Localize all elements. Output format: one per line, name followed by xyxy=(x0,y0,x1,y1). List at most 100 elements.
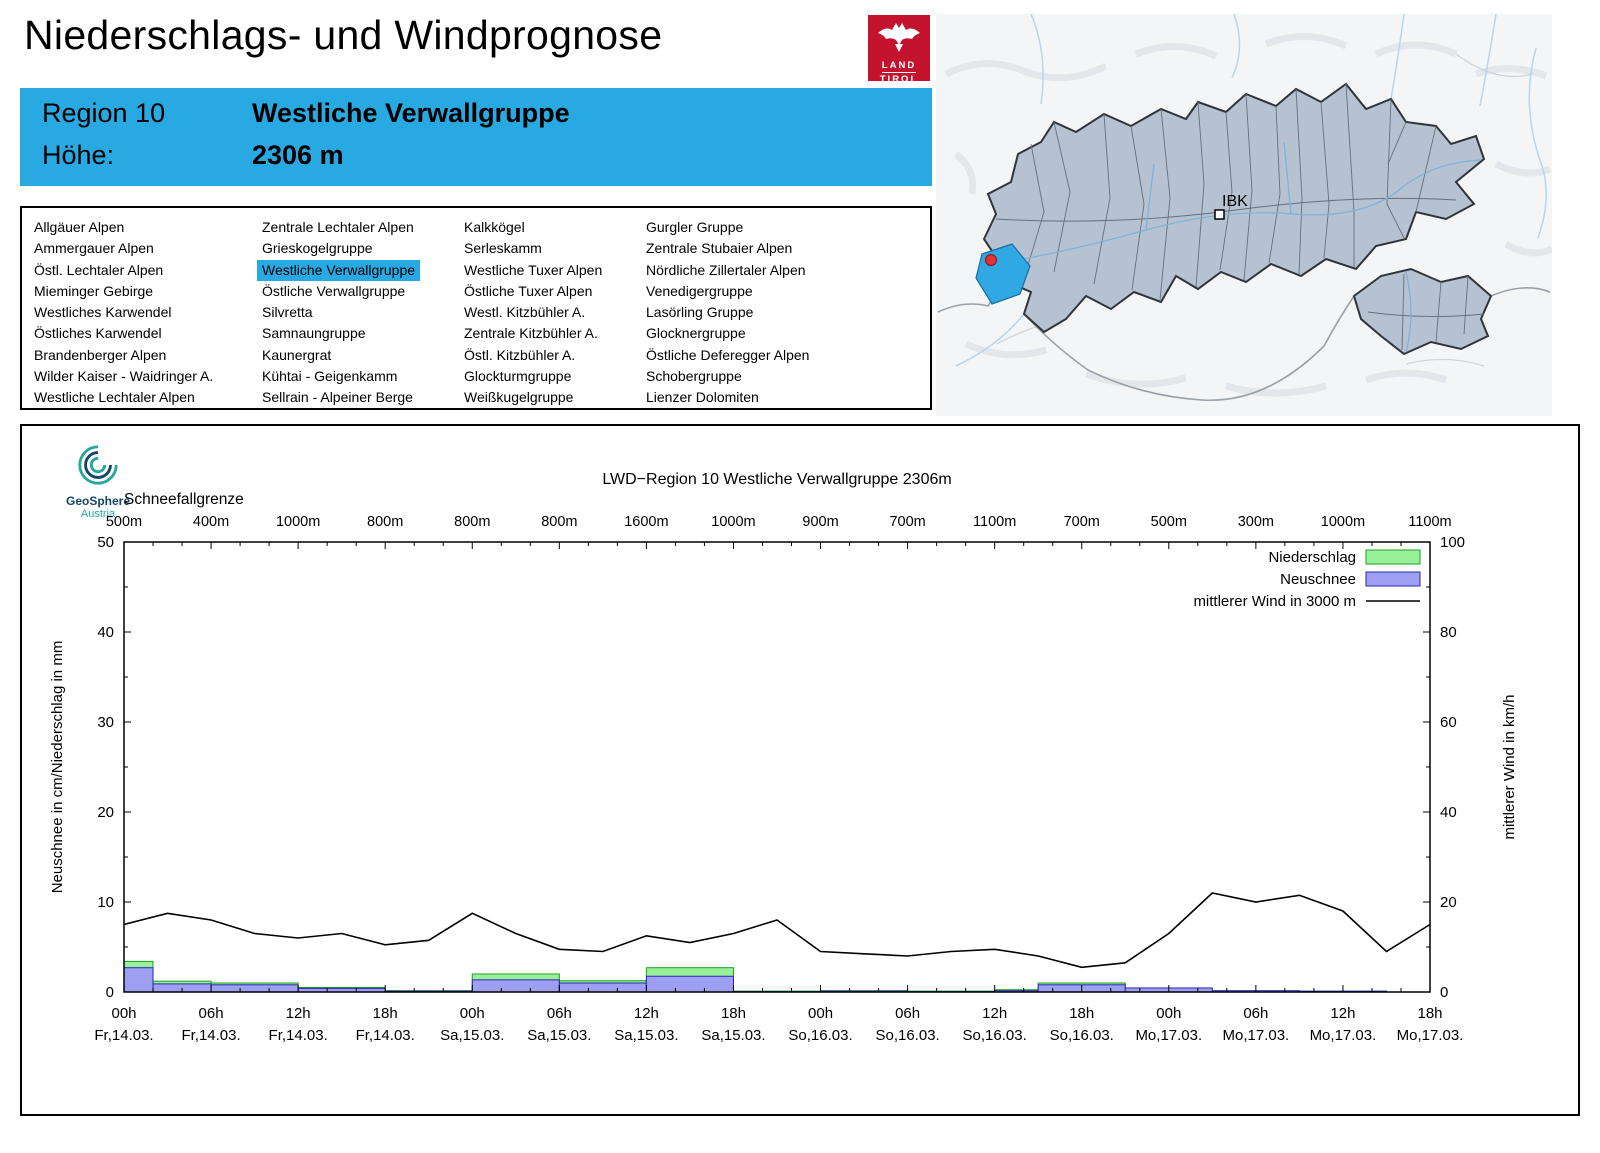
region-list-item[interactable]: Zentrale Stubaier Alpen xyxy=(646,240,793,257)
region-list-item[interactable]: Schobergruppe xyxy=(646,368,742,385)
svg-text:Mo,17.03.: Mo,17.03. xyxy=(1223,1027,1290,1044)
axis-ticks xyxy=(123,541,1431,993)
svg-text:40: 40 xyxy=(1440,804,1457,821)
legend-niederschlag-swatch xyxy=(1365,549,1421,565)
svg-text:So,16.03.: So,16.03. xyxy=(963,1027,1027,1044)
svg-text:700m: 700m xyxy=(1064,514,1100,530)
region-list-item[interactable]: Östl. Lechtaler Alpen xyxy=(34,261,164,278)
chart-title: LWD−Region 10 Westliche Verwallgruppe 23… xyxy=(602,471,951,488)
neuschnee-bars xyxy=(123,967,1387,993)
svg-text:50: 50 xyxy=(97,534,114,551)
svg-text:So,16.03.: So,16.03. xyxy=(875,1027,939,1044)
region-list-item[interactable]: Wilder Kaiser - Waidringer A. xyxy=(34,368,214,385)
region-list-item-selected[interactable]: Westliche Verwallgruppe xyxy=(257,259,421,281)
svg-text:10: 10 xyxy=(97,894,114,911)
land-tirol-logo-line1: LAND xyxy=(881,60,917,71)
svg-text:1100m: 1100m xyxy=(1408,514,1451,530)
region-list-item[interactable]: Samnaungruppe xyxy=(262,325,366,342)
svg-text:So,16.03.: So,16.03. xyxy=(788,1027,852,1044)
legend-wind-label: mittlerer Wind in 3000 m xyxy=(1193,593,1356,610)
svg-text:1000m: 1000m xyxy=(276,514,320,530)
region-list-item[interactable]: Östliche Deferegger Alpen xyxy=(646,346,810,363)
region-list-item[interactable]: Östl. Kitzbühler A. xyxy=(464,346,576,363)
region-list-item[interactable]: Östliches Karwendel xyxy=(34,325,162,342)
region-list-item[interactable]: Grieskogelgruppe xyxy=(262,240,373,257)
tirol-overview-map: IBK xyxy=(936,13,1554,416)
svg-text:80: 80 xyxy=(1440,624,1457,641)
region-list-item[interactable]: Brandenberger Alpen xyxy=(34,346,167,363)
region-list-item[interactable]: Lienzer Dolomiten xyxy=(646,389,759,406)
svg-text:20: 20 xyxy=(97,804,114,821)
svg-text:Sa,15.03.: Sa,15.03. xyxy=(701,1027,765,1044)
region-list-item[interactable]: Westl. Kitzbühler A. xyxy=(464,304,586,321)
svg-text:Fr,14.03.: Fr,14.03. xyxy=(356,1027,415,1044)
geosphere-name: GeoSphere xyxy=(65,494,131,508)
region-list-item[interactable]: Serleskamm xyxy=(464,240,542,257)
region-list-item[interactable]: Allgäuer Alpen xyxy=(34,219,125,235)
region-list-item[interactable]: Kühtai - Geigenkamm xyxy=(262,368,398,385)
region-list-item[interactable]: Silvretta xyxy=(262,304,313,321)
region-list-item[interactable]: Gurgler Gruppe xyxy=(646,219,744,235)
svg-text:800m: 800m xyxy=(541,514,577,530)
svg-text:0: 0 xyxy=(106,984,114,1001)
svg-text:00h: 00h xyxy=(460,1005,485,1022)
terrain-shading xyxy=(944,33,1554,397)
svg-text:12h: 12h xyxy=(1330,1005,1355,1022)
svg-text:06h: 06h xyxy=(895,1005,920,1022)
svg-text:Fr,14.03.: Fr,14.03. xyxy=(181,1027,240,1044)
svg-text:06h: 06h xyxy=(1243,1005,1268,1022)
logo-divider xyxy=(882,72,916,73)
svg-text:Mo,17.03.: Mo,17.03. xyxy=(1135,1027,1202,1044)
svg-text:500m: 500m xyxy=(1151,514,1187,530)
svg-text:1000m: 1000m xyxy=(711,514,755,530)
north-tirol-region xyxy=(982,82,1486,334)
region-list-item[interactable]: Mieminger Gebirge xyxy=(34,282,154,299)
svg-text:500m: 500m xyxy=(106,514,142,530)
legend-neuschnee-swatch xyxy=(1365,571,1421,587)
region-location-dot xyxy=(984,253,998,267)
region-list-item[interactable]: Westliches Karwendel xyxy=(34,304,172,321)
svg-text:60: 60 xyxy=(1440,714,1457,731)
svg-text:18h: 18h xyxy=(721,1005,746,1022)
svg-text:40: 40 xyxy=(97,624,114,641)
svg-text:20: 20 xyxy=(1440,894,1457,911)
ibk-label: IBK xyxy=(1222,193,1248,210)
region-list-item[interactable]: Kaunergrat xyxy=(262,346,332,363)
region-list-item[interactable]: Östliche Verwallgruppe xyxy=(262,282,406,299)
svg-text:18h: 18h xyxy=(1417,1005,1442,1022)
region-list-item[interactable]: Nördliche Zillertaler Alpen xyxy=(646,261,806,278)
region-list-item[interactable]: Zentrale Lechtaler Alpen xyxy=(262,219,414,235)
region-list-item[interactable]: Westliche Tuxer Alpen xyxy=(464,261,603,278)
forecast-chart: LWD−Region 10 Westliche Verwallgruppe 23… xyxy=(49,471,1518,1044)
region-list-item[interactable]: Zentrale Kitzbühler A. xyxy=(464,325,598,342)
land-tirol-logo-line2: TIROL xyxy=(879,74,919,85)
svg-text:06h: 06h xyxy=(547,1005,572,1022)
geosphere-logo: GeoSphere Austria xyxy=(50,442,146,520)
region-list-item[interactable]: Westliche Lechtaler Alpen xyxy=(34,389,195,406)
svg-text:Mo,17.03.: Mo,17.03. xyxy=(1310,1027,1377,1044)
svg-text:800m: 800m xyxy=(367,514,403,530)
altitude-label: Höhe: xyxy=(42,140,115,170)
forecast-chart-panel: GeoSphere Austria LWD−Region 10 Westlich… xyxy=(20,424,1580,1116)
region-list-item[interactable]: Venedigergruppe xyxy=(646,282,753,299)
region-list-item[interactable]: Sellrain - Alpeiner Berge xyxy=(262,389,413,406)
x-axis-labels: 00h Fr,14.03. 06h Fr,14.03. 12h Fr,14.03. 18h F… xyxy=(94,1005,1463,1044)
region-list-item[interactable]: Lasörling Gruppe xyxy=(646,304,754,321)
svg-text:400m: 400m xyxy=(193,514,229,530)
svg-text:00h: 00h xyxy=(808,1005,833,1022)
region-list-item[interactable]: Glockturmgruppe xyxy=(464,368,572,385)
tirol-eagle-icon xyxy=(878,23,920,52)
svg-text:So,16.03.: So,16.03. xyxy=(1050,1027,1114,1044)
svg-text:700m: 700m xyxy=(889,514,925,530)
region-list-item[interactable]: Östliche Tuxer Alpen xyxy=(464,282,593,299)
y-left-labels: 0 10 20 30 40 50 xyxy=(97,534,114,1001)
svg-text:Sa,15.03.: Sa,15.03. xyxy=(614,1027,678,1044)
svg-text:Fr,14.03.: Fr,14.03. xyxy=(94,1027,153,1044)
region-list-item[interactable]: Ammergauer Alpen xyxy=(34,240,154,257)
region-list-item[interactable]: Glocknergruppe xyxy=(646,325,746,342)
svg-text:Mo,17.03.: Mo,17.03. xyxy=(1397,1027,1464,1044)
region-list-item[interactable]: Kalkkögel xyxy=(464,219,525,235)
region-list-item[interactable]: Weißkugelgruppe xyxy=(464,389,574,406)
svg-text:0: 0 xyxy=(1440,984,1448,1001)
svg-text:100: 100 xyxy=(1440,534,1465,551)
